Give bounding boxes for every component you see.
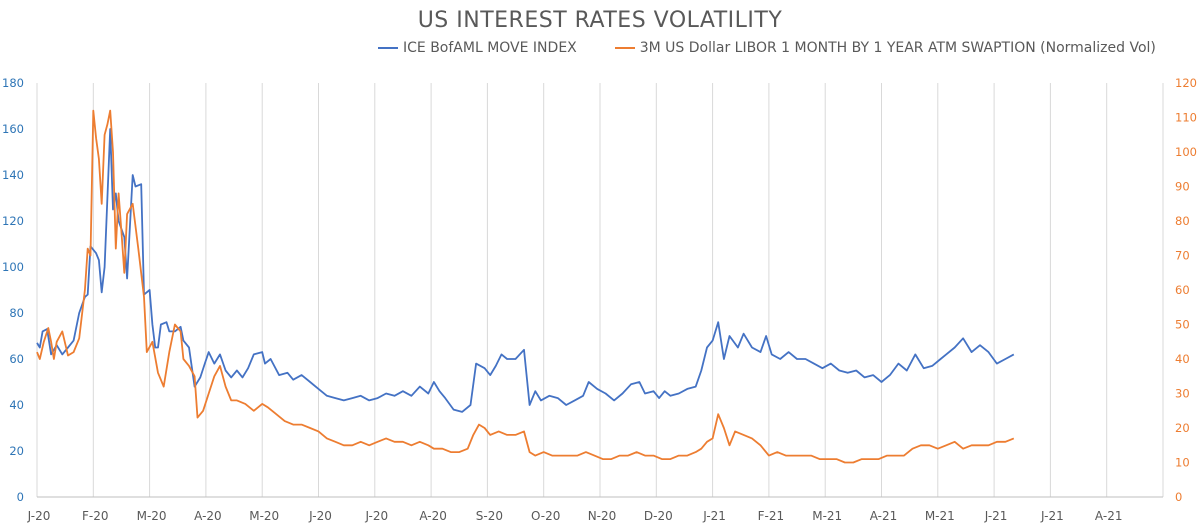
y-right-tick-label: 110: [1175, 111, 1197, 125]
y-left-tick-label: 140: [2, 168, 24, 182]
x-tick-label: M-20: [249, 509, 279, 523]
y-left-tick-label: 80: [9, 306, 24, 320]
x-tick-label: J-20: [364, 509, 388, 523]
x-tick-label: F-20: [82, 509, 109, 523]
x-tick-label: M-21: [812, 509, 842, 523]
y-left-tick-label: 20: [9, 444, 24, 458]
x-tick-label: J-20: [308, 509, 332, 523]
y-right-tick-label: 80: [1175, 214, 1190, 228]
y-right-tick-label: 30: [1175, 387, 1190, 401]
x-tick-label: M-21: [925, 509, 955, 523]
y-left-tick-label: 40: [9, 398, 24, 412]
x-tick-label: A-21: [870, 509, 898, 523]
x-tick-label: J-20: [27, 509, 51, 523]
x-tick-label: A-20: [419, 509, 447, 523]
x-tick-label: F-21: [758, 509, 785, 523]
y-right-tick-label: 100: [1175, 145, 1197, 159]
y-right-tick-label: 10: [1175, 456, 1190, 470]
y-right-tick-label: 120: [1175, 76, 1197, 90]
y-right-tick-label: 20: [1175, 421, 1190, 435]
y-left-tick-label: 100: [2, 260, 24, 274]
legend-swatch-move: [378, 47, 398, 49]
x-tick-label: D-20: [644, 509, 673, 523]
legend-label-move: ICE BofAML MOVE INDEX: [403, 40, 577, 56]
series-line-swaption-vol: [36, 109, 1015, 464]
y-right-tick-label: 60: [1175, 283, 1190, 297]
y-left-tick-label: 160: [2, 122, 24, 136]
y-right-tick-label: 40: [1175, 352, 1190, 366]
x-tick-label: A-21: [1095, 509, 1123, 523]
legend-swatch-swaption: [614, 47, 635, 49]
y-left-tick-label: 120: [2, 214, 24, 228]
y-right-tick-label: 90: [1175, 180, 1190, 194]
x-tick-label: S-20: [476, 509, 503, 523]
x-tick-label: N-20: [588, 509, 617, 523]
y-left-tick-label: 0: [17, 490, 24, 504]
x-tick-label: A-20: [194, 509, 222, 523]
x-tick-label: M-20: [137, 509, 167, 523]
y-left-tick-label: 180: [2, 76, 24, 90]
x-tick-label: J-21: [984, 509, 1008, 523]
y-right-tick-label: 50: [1175, 318, 1190, 332]
legend-item-swaption: 3M US Dollar LIBOR 1 MONTH BY 1 YEAR ATM…: [614, 40, 1156, 56]
y-left-tick-label: 60: [9, 352, 24, 366]
legend-label-swaption: 3M US Dollar LIBOR 1 MONTH BY 1 YEAR ATM…: [639, 40, 1156, 56]
x-tick-label: J-21: [702, 509, 726, 523]
y-right-tick-label: 70: [1175, 249, 1190, 263]
x-tick-label: O-20: [531, 509, 560, 523]
legend-item-move: ICE BofAML MOVE INDEX: [378, 40, 577, 56]
x-tick-label: J-21: [1040, 509, 1064, 523]
chart-title: US INTEREST RATES VOLATILITY: [417, 8, 783, 33]
series-line-move-index: [36, 128, 1015, 413]
chart-legend: ICE BofAML MOVE INDEX 3M US Dollar LIBOR…: [378, 40, 1194, 56]
y-right-tick-label: 0: [1175, 490, 1182, 504]
